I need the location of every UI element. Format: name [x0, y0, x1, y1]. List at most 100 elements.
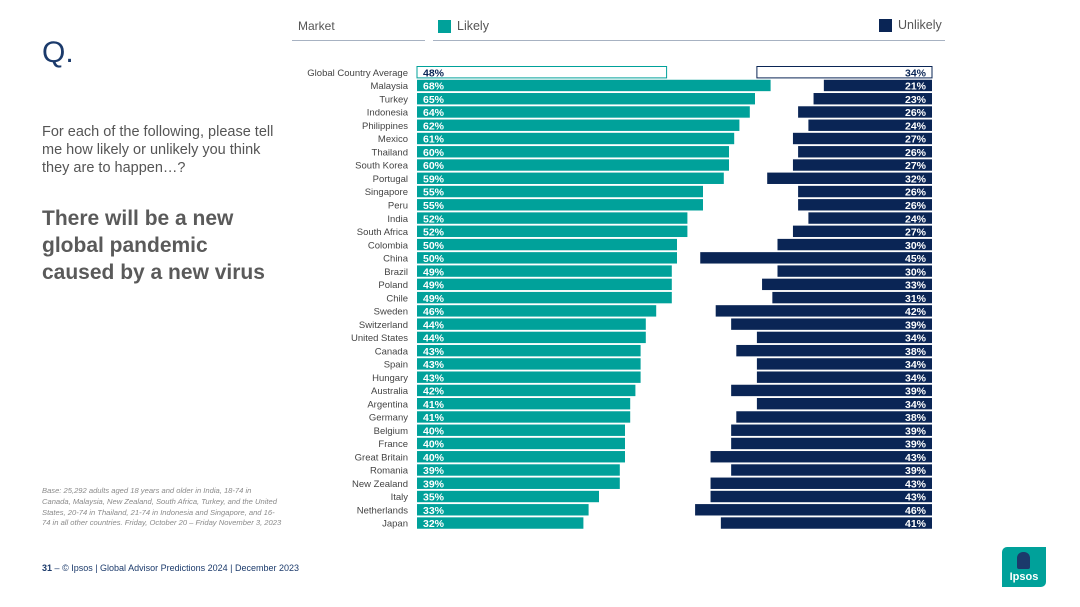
- likely-bar: [417, 278, 672, 291]
- unlikely-bar: [813, 93, 932, 105]
- unlikely-bar: [798, 146, 932, 158]
- unlikely-value-label: 41%: [905, 518, 927, 530]
- likely-value-label: 41%: [423, 399, 445, 411]
- category-label: Netherlands: [357, 505, 408, 516]
- likely-value-label: 68%: [423, 81, 445, 93]
- category-label: Turkey: [379, 94, 408, 105]
- category-label: Spain: [384, 360, 408, 371]
- category-label: Romania: [370, 466, 409, 477]
- category-label: Mexico: [378, 134, 408, 145]
- unlikely-bar: [710, 477, 932, 489]
- unlikely-value-label: 26%: [905, 147, 927, 159]
- category-label: Italy: [391, 492, 409, 503]
- likely-value-label: 32%: [423, 518, 445, 530]
- unlikely-value-label: 34%: [905, 399, 927, 411]
- likely-value-label: 59%: [423, 173, 445, 185]
- chart-row-south-africa: South Africa 52% 27%: [357, 225, 932, 239]
- likely-bar: [417, 132, 735, 145]
- logo-mark-icon: [1017, 552, 1030, 569]
- likely-bar: [417, 477, 620, 489]
- likely-bar: [417, 225, 688, 238]
- chart-row-netherlands: Netherlands 33% 46%: [357, 504, 932, 517]
- unlikely-bar: [720, 517, 932, 529]
- unlikely-value-label: 27%: [905, 160, 927, 172]
- unlikely-bar: [798, 106, 932, 118]
- unlikely-bar: [798, 185, 932, 198]
- header-divider-left: [292, 40, 425, 41]
- unlikely-bar: [762, 278, 932, 291]
- unlikely-value-label: 27%: [905, 227, 927, 239]
- likely-bar: [417, 331, 646, 344]
- likely-bar: [417, 504, 589, 516]
- ipsos-logo: Ipsos: [1002, 547, 1046, 587]
- category-label: Germany: [369, 413, 408, 424]
- unlikely-value-label: 26%: [905, 187, 927, 199]
- chart-row-canada: Canada 43% 38%: [375, 344, 932, 358]
- category-label: Global Country Average: [307, 68, 408, 79]
- likely-value-label: 40%: [423, 439, 445, 451]
- category-label: Indonesia: [367, 108, 409, 119]
- category-label: South Korea: [355, 161, 409, 172]
- likely-value-label: 33%: [423, 505, 445, 517]
- likely-value-label: 41%: [423, 412, 445, 424]
- chart-row-switzerland: Switzerland 44% 39%: [359, 318, 932, 331]
- likely-bar: [417, 490, 599, 503]
- chart-row-india: India 52% 24%: [387, 212, 932, 225]
- chart-row-south-korea: South Korea 60% 27%: [355, 159, 932, 172]
- category-label: United States: [351, 333, 408, 344]
- unlikely-value-label: 39%: [905, 319, 927, 331]
- unlikely-bar: [700, 252, 932, 264]
- likely-bar: [417, 318, 646, 330]
- unlikely-value-label: 32%: [905, 173, 927, 185]
- chart-row-great-britain: Great Britain 40% 43%: [355, 451, 932, 464]
- unlikely-value-label: 24%: [905, 120, 927, 132]
- likely-bar: [417, 398, 631, 410]
- unlikely-bar: [823, 79, 932, 92]
- unlikely-bar: [798, 199, 932, 211]
- likely-bar: [417, 146, 729, 158]
- unlikely-value-label: 26%: [905, 107, 927, 119]
- likely-bar: [417, 517, 584, 529]
- likely-bar: [417, 238, 677, 251]
- category-label: Australia: [371, 386, 409, 397]
- unlikely-bar: [731, 384, 932, 397]
- chart-row-thailand: Thailand 60% 26%: [372, 146, 932, 159]
- footer-dash: –: [54, 563, 60, 573]
- likely-value-label: 62%: [423, 120, 445, 132]
- likely-value-label: 39%: [423, 465, 445, 477]
- likely-value-label: 46%: [423, 306, 445, 318]
- chart-row-singapore: Singapore 55% 26%: [365, 185, 932, 199]
- likely-value-label: 44%: [423, 319, 445, 331]
- unlikely-value-label: 38%: [905, 412, 927, 424]
- likely-value-label: 48%: [423, 67, 445, 79]
- chart-row-china: China 50% 45%: [383, 252, 932, 265]
- category-label: New Zealand: [352, 479, 408, 490]
- unlikely-value-label: 24%: [905, 213, 927, 225]
- unlikely-bar: [792, 225, 932, 238]
- chart-row-germany: Germany 41% 38%: [369, 411, 932, 424]
- chart-row-japan: Japan 32% 41%: [382, 517, 932, 530]
- unlikely-bar: [756, 331, 932, 344]
- likely-value-label: 43%: [423, 359, 445, 371]
- unlikely-bar: [736, 344, 932, 357]
- category-label: Sweden: [374, 307, 408, 318]
- likely-value-label: 50%: [423, 253, 445, 265]
- category-label: Brazil: [384, 267, 408, 278]
- likely-bar: [417, 212, 688, 224]
- chart-row-romania: Romania 39% 39%: [370, 464, 932, 477]
- category-label: Switzerland: [359, 320, 408, 331]
- likely-bar: [417, 344, 641, 357]
- likely-bar: [417, 464, 620, 476]
- chart-row-brazil: Brazil 49% 30%: [384, 265, 932, 278]
- category-label: Great Britain: [355, 452, 408, 463]
- likely-value-label: 39%: [423, 478, 445, 490]
- unlikely-value-label: 38%: [905, 346, 927, 358]
- header-divider-right: [433, 40, 945, 41]
- likely-value-label: 55%: [423, 200, 445, 212]
- likely-value-label: 49%: [423, 266, 445, 278]
- chart-row-indonesia: Indonesia 64% 26%: [367, 106, 932, 119]
- category-label: India: [387, 214, 408, 225]
- chart-row-new-zealand: New Zealand 39% 43%: [352, 477, 932, 490]
- category-label: Belgium: [374, 426, 408, 437]
- likely-value-label: 60%: [423, 160, 445, 172]
